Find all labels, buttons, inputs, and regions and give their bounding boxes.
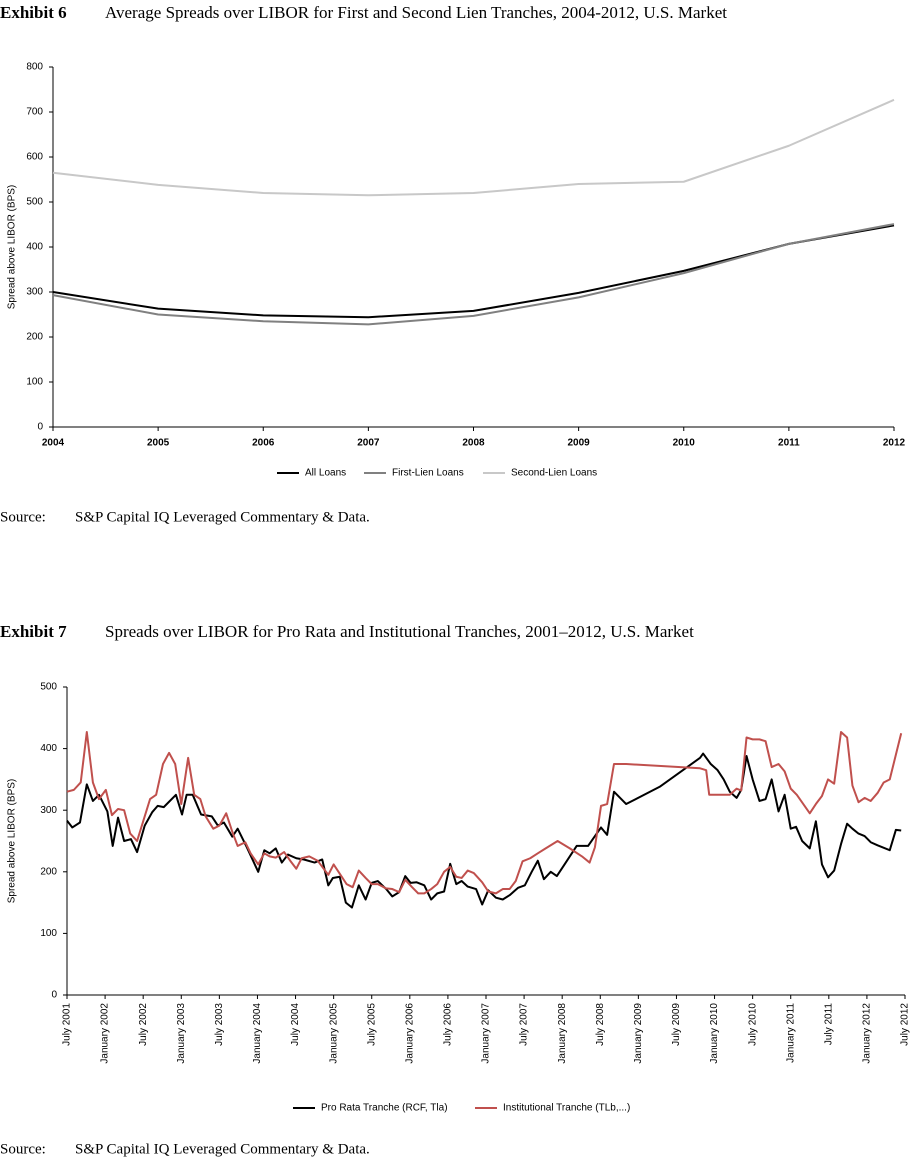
chart-title: Spreads over LIBOR for Pro Rata and Inst…	[105, 622, 694, 641]
y-tick-label: 300	[26, 287, 43, 298]
x-tick-label: January 2006	[404, 1003, 415, 1064]
y-tick-label: 500	[40, 682, 57, 693]
x-tick-label: July 2006	[443, 1003, 454, 1046]
x-tick-label: 2006	[252, 438, 275, 449]
source-text: S&P Capital IQ Leveraged Commentary & Da…	[75, 1141, 370, 1157]
y-axis-label: Spread above LIBOR (BPS)	[7, 779, 18, 904]
x-tick-label: January 2010	[709, 1003, 720, 1064]
legend-label: All Loans	[305, 468, 346, 479]
x-tick-label: July 2007	[519, 1003, 530, 1046]
source-label: Source:	[0, 1141, 46, 1157]
exhibit-label: Exhibit 7	[0, 622, 67, 641]
x-tick-label: July 2009	[671, 1003, 682, 1046]
legend-label: Pro Rata Tranche (RCF, Tla)	[321, 1103, 448, 1114]
y-tick-label: 0	[37, 422, 43, 433]
x-tick-label: 2011	[778, 438, 800, 449]
x-tick-label: 2009	[568, 438, 591, 449]
y-tick-label: 800	[26, 62, 43, 73]
source-text: S&P Capital IQ Leveraged Commentary & Da…	[75, 509, 370, 525]
x-tick-label: July 2010	[747, 1003, 758, 1046]
x-tick-label: January 2009	[633, 1003, 644, 1064]
x-tick-label: January 2004	[252, 1003, 263, 1064]
x-tick-label: July 2004	[290, 1003, 301, 1046]
x-tick-label: July 2005	[366, 1003, 377, 1046]
x-tick-label: January 2008	[557, 1003, 568, 1064]
x-tick-label: January 2005	[328, 1003, 339, 1064]
x-tick-label: 2005	[147, 438, 170, 449]
x-tick-label: 2012	[883, 438, 906, 449]
x-tick-label: 2004	[42, 438, 65, 449]
y-tick-label: 100	[26, 377, 43, 388]
series-line	[66, 730, 903, 895]
series-line	[52, 224, 895, 319]
y-tick-label: 700	[26, 107, 43, 118]
x-tick-label: 2007	[357, 438, 380, 449]
series-line	[52, 98, 895, 197]
x-tick-label: July 2012	[900, 1003, 911, 1046]
x-tick-label: January 2011	[785, 1003, 796, 1063]
x-tick-label: July 2008	[595, 1003, 606, 1046]
y-tick-label: 0	[51, 990, 57, 1001]
y-tick-label: 400	[26, 242, 43, 253]
y-tick-label: 100	[40, 928, 57, 939]
x-tick-label: 2008	[462, 438, 485, 449]
x-tick-label: 2010	[673, 438, 696, 449]
x-tick-label: July 2011	[823, 1003, 834, 1046]
y-axis-label: Spread above LIBOR (BPS)	[7, 185, 18, 310]
y-tick-label: 400	[40, 743, 57, 754]
y-tick-label: 200	[26, 332, 43, 343]
x-tick-label: July 2002	[138, 1003, 149, 1046]
x-tick-label: January 2003	[176, 1003, 187, 1064]
series-line	[66, 752, 902, 909]
y-tick-label: 300	[40, 805, 57, 816]
source-label: Source:	[0, 509, 46, 525]
chart-title: Average Spreads over LIBOR for First and…	[105, 3, 727, 22]
exhibit-label: Exhibit 6	[0, 3, 67, 22]
legend-label: Second-Lien Loans	[511, 468, 597, 479]
y-tick-label: 200	[40, 866, 57, 877]
x-tick-label: July 2001	[62, 1003, 73, 1046]
legend-label: First-Lien Loans	[392, 468, 464, 479]
x-tick-label: July 2003	[214, 1003, 225, 1046]
x-tick-label: January 2002	[100, 1003, 111, 1064]
y-tick-label: 500	[26, 197, 43, 208]
x-tick-label: January 2012	[862, 1003, 873, 1064]
x-tick-label: January 2007	[481, 1003, 492, 1064]
series-line	[52, 223, 895, 326]
y-tick-label: 600	[26, 152, 43, 163]
legend-label: Institutional Tranche (TLb,...)	[503, 1103, 630, 1114]
